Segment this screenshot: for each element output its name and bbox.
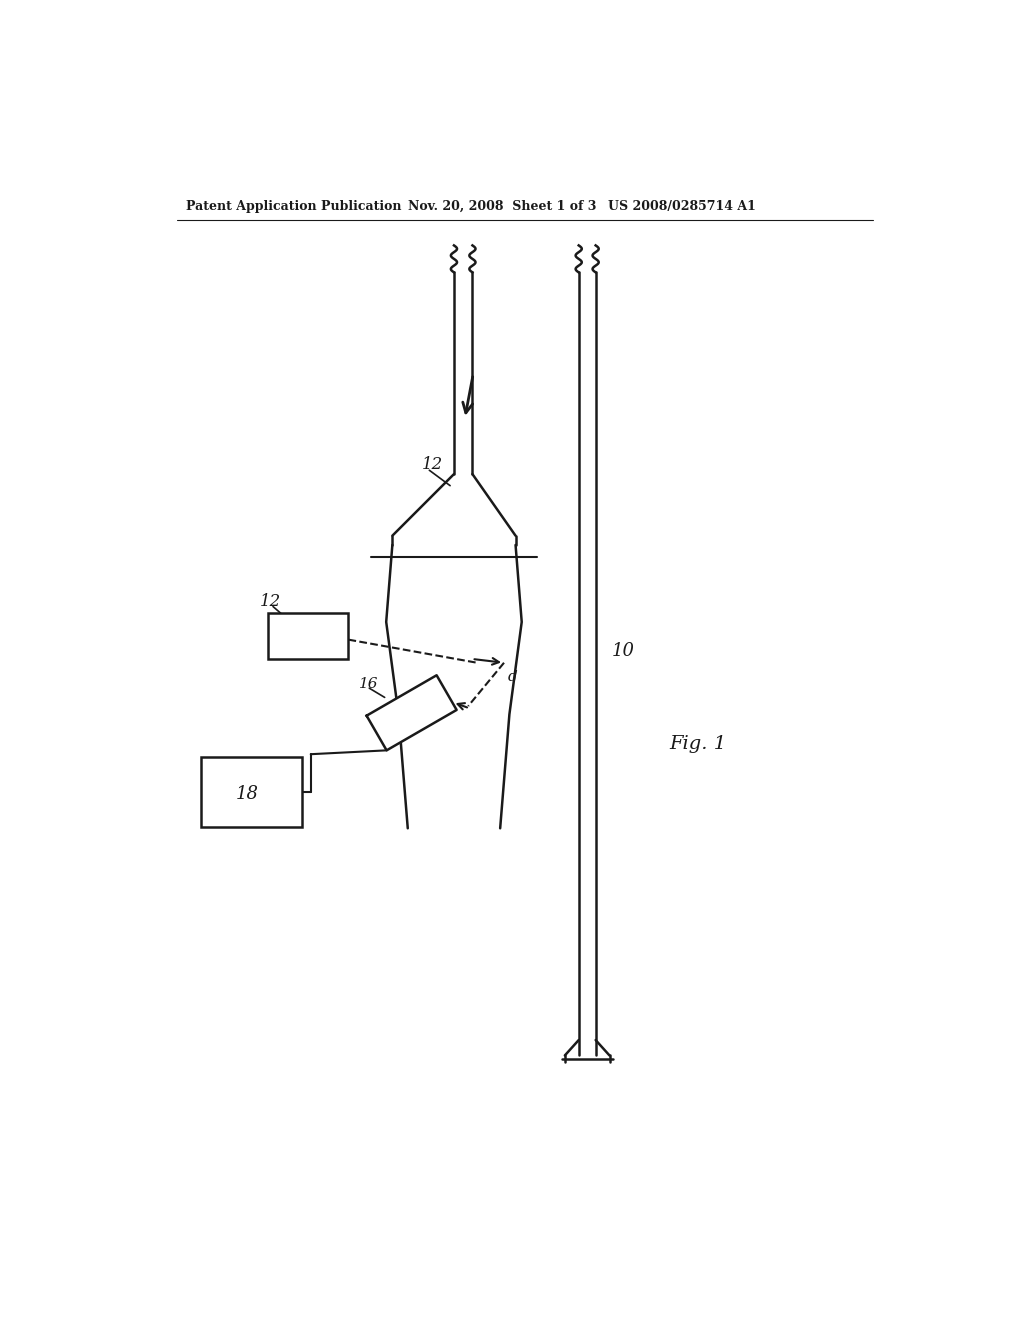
Text: US 2008/0285714 A1: US 2008/0285714 A1 — [608, 199, 756, 213]
Text: 12: 12 — [260, 593, 282, 610]
Bar — [267, 612, 348, 659]
Text: 16: 16 — [358, 677, 378, 692]
Text: 18: 18 — [237, 784, 259, 803]
Text: d: d — [508, 669, 517, 684]
Bar — [202, 758, 301, 826]
Text: Nov. 20, 2008  Sheet 1 of 3: Nov. 20, 2008 Sheet 1 of 3 — [408, 199, 596, 213]
Text: 10: 10 — [611, 643, 635, 660]
Polygon shape — [367, 676, 457, 750]
Text: Fig. 1: Fig. 1 — [670, 735, 727, 752]
Text: 12: 12 — [422, 457, 442, 474]
Text: Patent Application Publication: Patent Application Publication — [186, 199, 401, 213]
